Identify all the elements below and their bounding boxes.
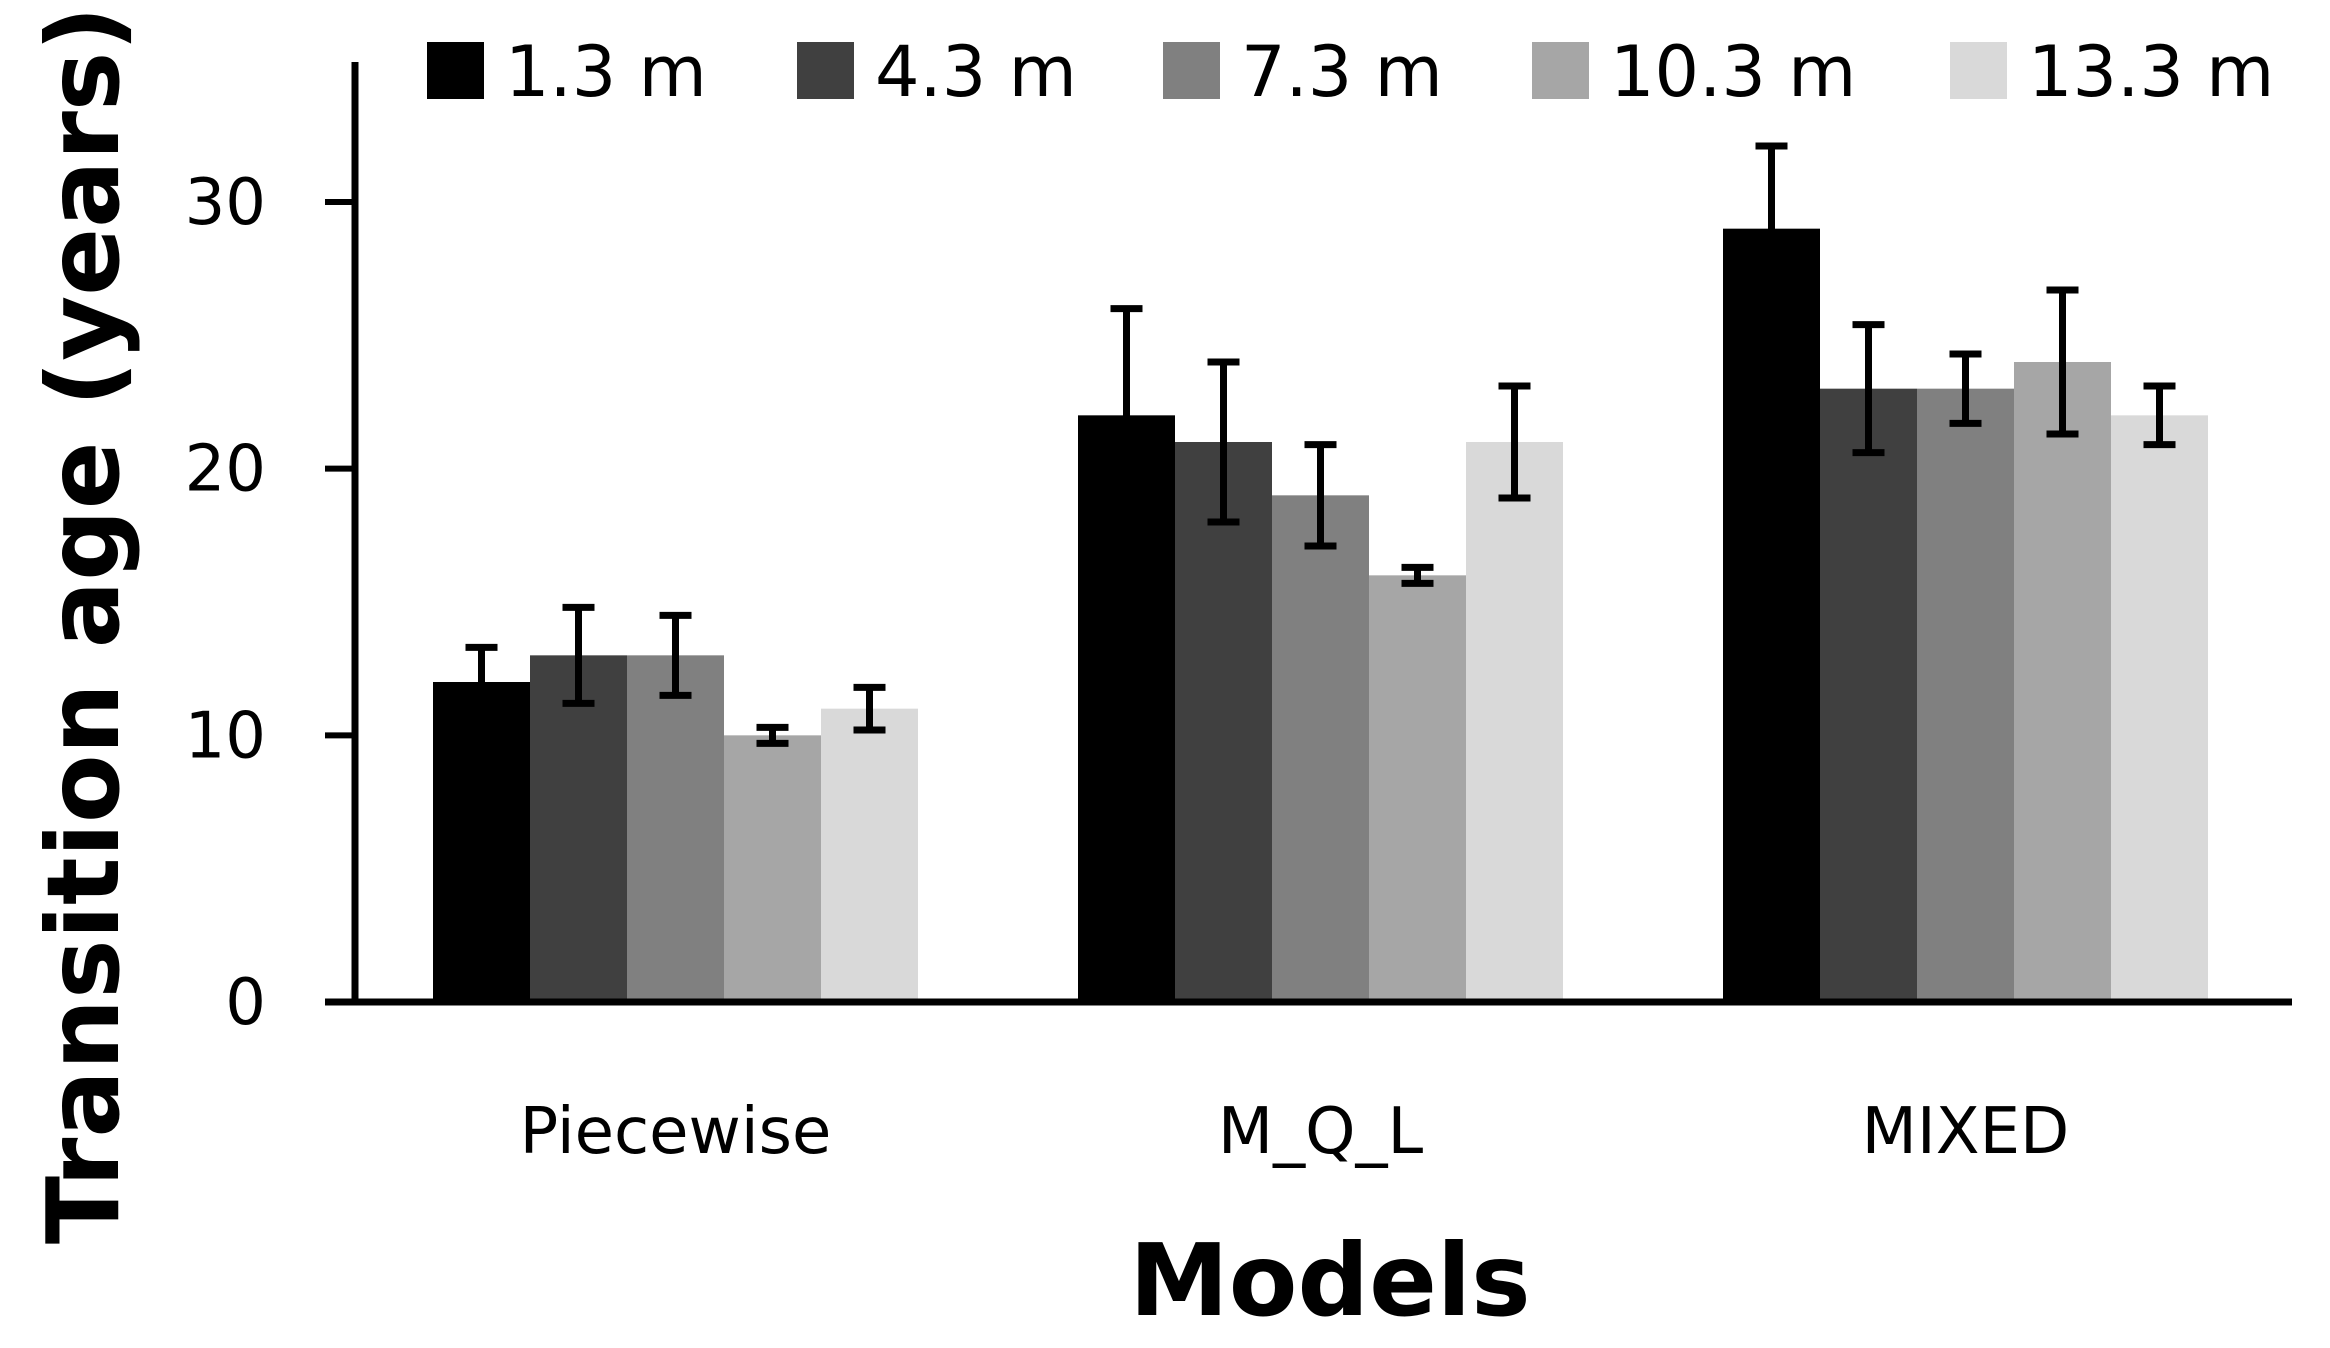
legend: 1.3 m 4.3 m 7.3 m 10.3 m 13.3 m [427,31,2274,113]
bar-piecewise-series-3 [627,655,724,1002]
y-tick-label: 30 [185,166,266,240]
y-tick-label: 0 [225,966,266,1040]
bar-mixed-series-5 [2111,415,2208,1002]
bar-m-q-l-series-3 [1272,495,1369,1002]
bars [433,228,2208,1003]
x-category-labels: Piecewise M_Q_L MIXED [520,1095,2070,1169]
bar-mixed-series-1 [1723,228,1820,1002]
x-category-label: MIXED [1862,1095,2070,1169]
bar-piecewise-series-4 [724,735,821,1002]
bar-m-q-l-series-4 [1369,575,1466,1002]
legend-swatch [427,42,484,99]
y-axis-title: Transition age (years) [25,6,142,1244]
bar-mixed-series-2 [1820,388,1917,1003]
bar-piecewise-series-2 [530,655,627,1002]
legend-swatch [1163,42,1220,99]
error-bars [465,142,2176,747]
legend-label: 10.3 m [1610,31,1856,113]
legend-swatch [1950,42,2007,99]
legend-label: 4.3 m [875,31,1077,113]
legend-label: 7.3 m [1241,31,1443,113]
x-axis-title: Models [1129,1222,1530,1339]
y-ticks: 0 10 20 30 [185,166,355,1040]
legend-label: 13.3 m [2028,31,2274,113]
bar-piecewise-series-5 [821,708,918,1002]
bar-mixed-series-3 [1917,388,2014,1003]
bar-m-q-l-series-2 [1175,442,1272,1002]
bar-m-q-l-series-5 [1466,442,1563,1002]
x-category-label: Piecewise [520,1095,832,1169]
legend-swatch [1532,42,1589,99]
y-tick-label: 20 [185,433,266,507]
x-category-label: M_Q_L [1218,1095,1424,1169]
axes [325,62,2292,1006]
bar-mixed-series-4 [2014,362,2111,1002]
y-tick-label: 10 [185,699,266,773]
legend-swatch [797,42,854,99]
legend-label: 1.3 m [505,31,707,113]
bar-piecewise-series-1 [433,682,530,1002]
